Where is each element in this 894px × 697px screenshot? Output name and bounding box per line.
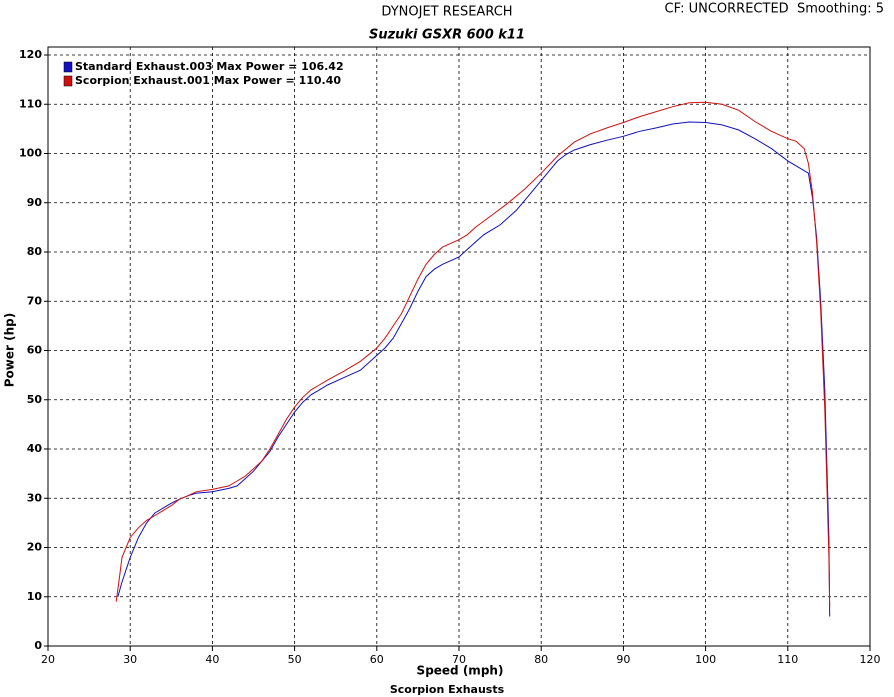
x-tick-label: 60 (370, 653, 384, 666)
y-tick-label: 60 (27, 344, 43, 357)
y-tick-label: 50 (27, 393, 43, 406)
y-axis-label: Power (hp) (3, 313, 17, 387)
x-tick-label: 40 (205, 653, 219, 666)
chart-subtitle: Suzuki GSXR 600 k11 (369, 28, 525, 43)
y-tick-label: 10 (27, 590, 43, 603)
y-tick-label: 100 (19, 147, 42, 160)
y-tick-label: 0 (34, 639, 42, 652)
y-tick-label: 80 (27, 245, 43, 258)
legend-label: Standard Exhaust.003 Max Power = 106.42 (75, 60, 344, 73)
series-line (115, 101, 831, 607)
y-tick-label: 20 (27, 541, 43, 554)
x-tick-label: 110 (777, 653, 798, 666)
x-tick-label: 70 (452, 653, 466, 666)
y-tick-label: 30 (27, 491, 43, 504)
legend-label: Scorpion Exhaust.001 Max Power = 110.40 (75, 74, 341, 87)
x-tick-label: 80 (534, 653, 548, 666)
x-axis-label: Speed (mph) (417, 664, 504, 678)
series-line (117, 121, 831, 617)
legend-swatch (63, 61, 73, 73)
x-tick-label: 50 (288, 653, 302, 666)
footer: Scorpion Exhausts (390, 683, 505, 696)
plot-area (47, 46, 871, 647)
corner-note: CF: UNCORRECTED Smoothing: 5 (665, 2, 884, 17)
y-tick-label: 40 (27, 442, 43, 455)
x-tick-label: 20 (41, 653, 55, 666)
y-tick-label: 70 (27, 294, 43, 307)
y-tick-label: 120 (19, 48, 42, 61)
legend-swatch (63, 75, 73, 87)
chart-title: DYNOJET RESEARCH (381, 5, 512, 20)
y-tick-label: 90 (27, 196, 43, 209)
x-tick-label: 120 (860, 653, 881, 666)
x-tick-label: 30 (123, 653, 137, 666)
x-tick-label: 90 (616, 653, 630, 666)
x-tick-label: 100 (695, 653, 716, 666)
y-tick-label: 110 (19, 97, 42, 110)
